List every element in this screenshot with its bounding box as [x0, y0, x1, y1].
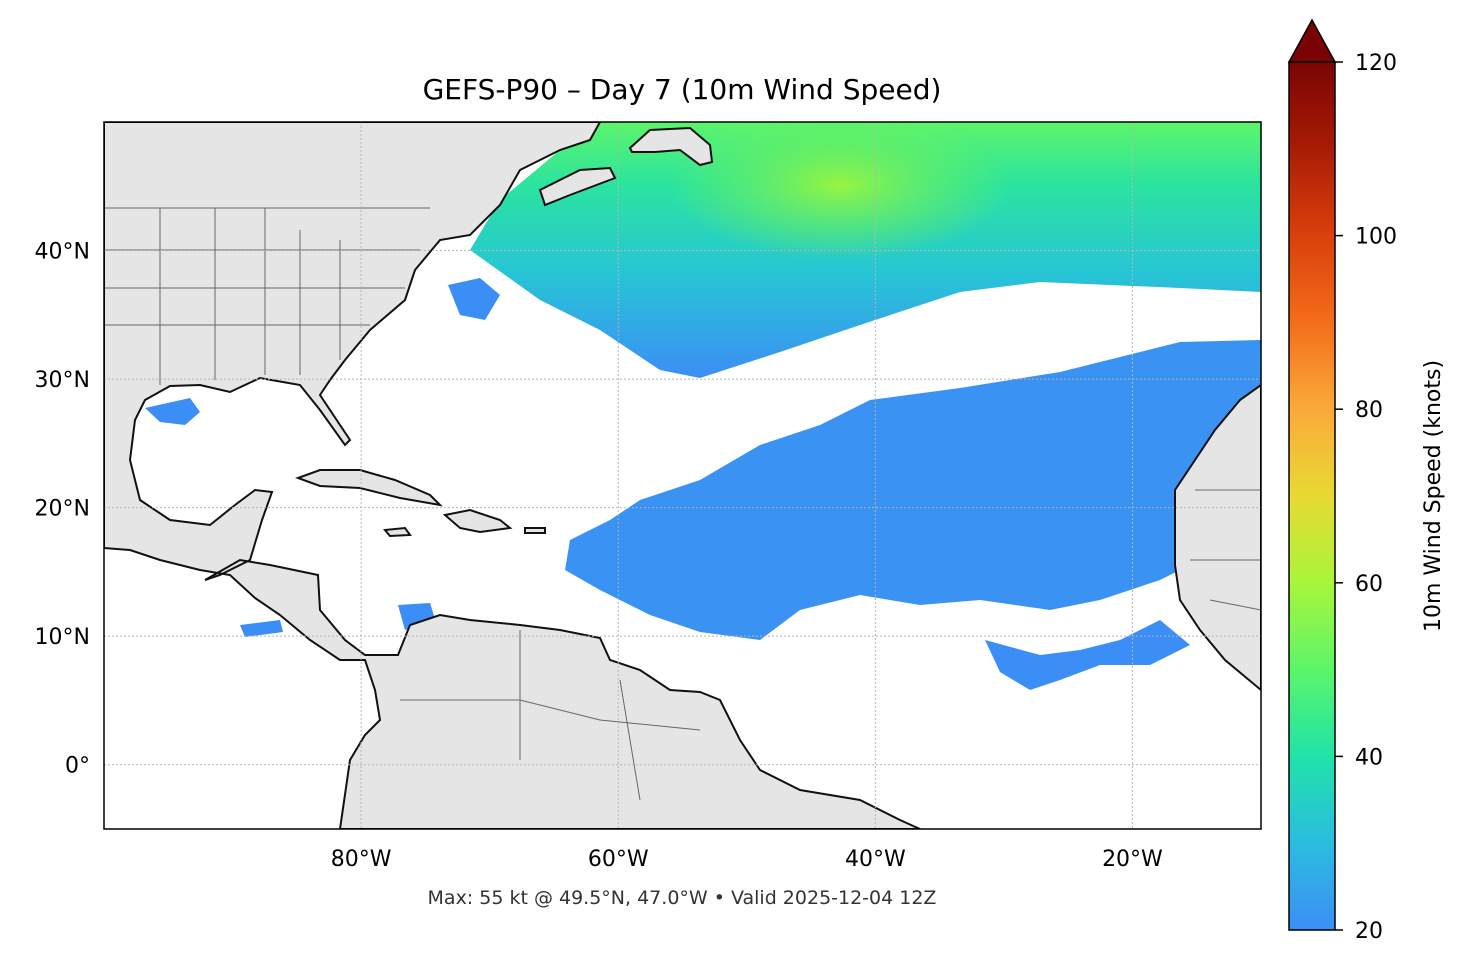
- land-jamaica: [383, 526, 412, 538]
- colorbar-label: 10m Wind Speed (knots): [1421, 360, 1446, 632]
- land-africa: [1174, 383, 1261, 692]
- colorbar-tick-label: 80: [1355, 398, 1383, 423]
- map-frame: [103, 121, 1262, 830]
- lon-tick-label: 60°W: [588, 847, 649, 872]
- wind-patch-pacific: [240, 620, 283, 637]
- colorbar-extend-arrow: [1287, 18, 1337, 63]
- land-north-america: [104, 122, 921, 829]
- footer-annotation: Max: 55 kt @ 49.5°N, 47.0°W • Valid 2025…: [428, 887, 937, 909]
- latitude-tick-labels: 40°N 30°N 20°N 10°N 0°: [35, 240, 90, 779]
- wind-field-south: [565, 340, 1261, 640]
- map-gridlines: [104, 122, 1261, 829]
- colorbar-tick-label: 100: [1355, 225, 1397, 250]
- land: [104, 122, 1261, 829]
- colorbar-tick-label: 120: [1355, 51, 1397, 76]
- lon-tick-label: 20°W: [1102, 847, 1163, 872]
- lat-tick-label: 20°N: [35, 497, 90, 522]
- map-area: [104, 122, 1261, 829]
- colorbar-tick-label: 40: [1355, 745, 1383, 770]
- lon-tick-label: 40°W: [845, 847, 906, 872]
- land-puerto-rico: [524, 527, 546, 534]
- lon-tick-label: 80°W: [331, 847, 392, 872]
- lat-tick-label: 40°N: [35, 240, 90, 265]
- colorbar-tick-label: 20: [1355, 919, 1383, 944]
- land-nova-scotia: [538, 166, 617, 207]
- land-hispaniola: [442, 508, 513, 534]
- longitude-tick-labels: 80°W 60°W 40°W 20°W: [331, 847, 1163, 872]
- lat-tick-label: 30°N: [35, 368, 90, 393]
- state-borders: [104, 207, 1261, 801]
- chart-title: GEFS-P90 – Day 7 (10m Wind Speed): [423, 73, 942, 106]
- colorbar-ticks: 20 40 60 80 100 120: [1335, 51, 1397, 944]
- colorbar: 20 40 60 80 100 120 10m Wind Speed (knots): [1287, 18, 1446, 944]
- wind-patch-bermuda: [448, 278, 500, 320]
- colorbar-tick-label: 60: [1355, 572, 1383, 597]
- wind-field-south-lobe: [985, 620, 1190, 690]
- lat-tick-label: 10°N: [35, 625, 90, 650]
- wind-patch-gulf: [145, 398, 200, 425]
- lat-tick-label: 0°: [65, 754, 90, 779]
- wind-core: [670, 122, 1010, 260]
- colorbar-gradient: [1288, 61, 1336, 931]
- land-newfoundland: [628, 126, 714, 167]
- land-cuba: [295, 469, 443, 507]
